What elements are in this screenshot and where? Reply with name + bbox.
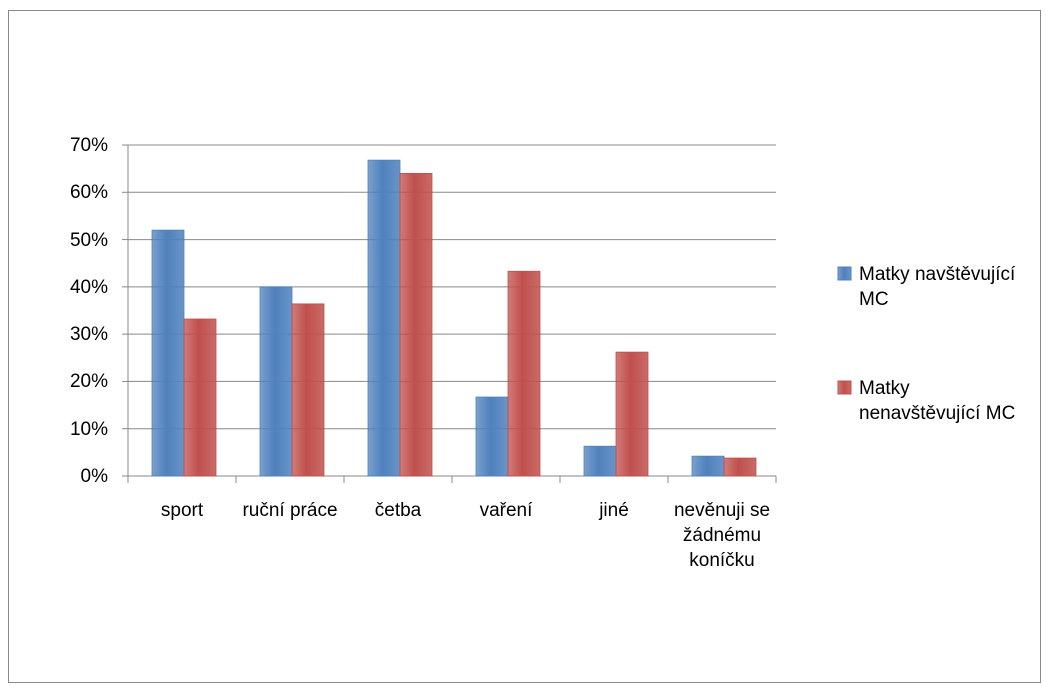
bar	[615, 351, 649, 477]
chart-frame	[8, 10, 1041, 683]
y-tick-label: 0%	[80, 466, 108, 487]
legend-label: Matky nenavštěvující MC	[859, 378, 1016, 424]
bar	[151, 229, 185, 477]
bar	[723, 457, 757, 477]
bar	[399, 172, 433, 477]
x-tick-label: vaření	[479, 500, 533, 521]
y-tick-label: 30%	[69, 324, 108, 346]
bar	[583, 445, 617, 477]
y-tick-label: 60%	[69, 182, 108, 204]
x-tick-label: nevěnuji se žádnému koníčku	[673, 500, 771, 571]
legend-swatch	[837, 380, 852, 395]
y-tick-label: 40%	[69, 276, 108, 298]
legend-label: Matky navštěvující MC	[859, 264, 1016, 310]
bar	[691, 455, 725, 477]
y-tick-label: 10%	[69, 418, 108, 440]
x-tick-label: četba	[374, 500, 422, 521]
x-tick-label: jiné	[599, 500, 629, 521]
x-tick-label: ruční práce	[242, 500, 338, 521]
bar	[259, 286, 293, 477]
y-tick-label: 70%	[69, 135, 108, 156]
y-tick-label: 20%	[69, 371, 108, 393]
bar	[183, 318, 217, 477]
bar	[367, 159, 401, 477]
x-tick-label: sport	[160, 500, 204, 521]
legend-swatch	[837, 266, 852, 281]
bar	[507, 270, 541, 477]
bar	[475, 396, 509, 477]
y-tick-label: 50%	[69, 229, 108, 251]
bar	[291, 303, 325, 477]
